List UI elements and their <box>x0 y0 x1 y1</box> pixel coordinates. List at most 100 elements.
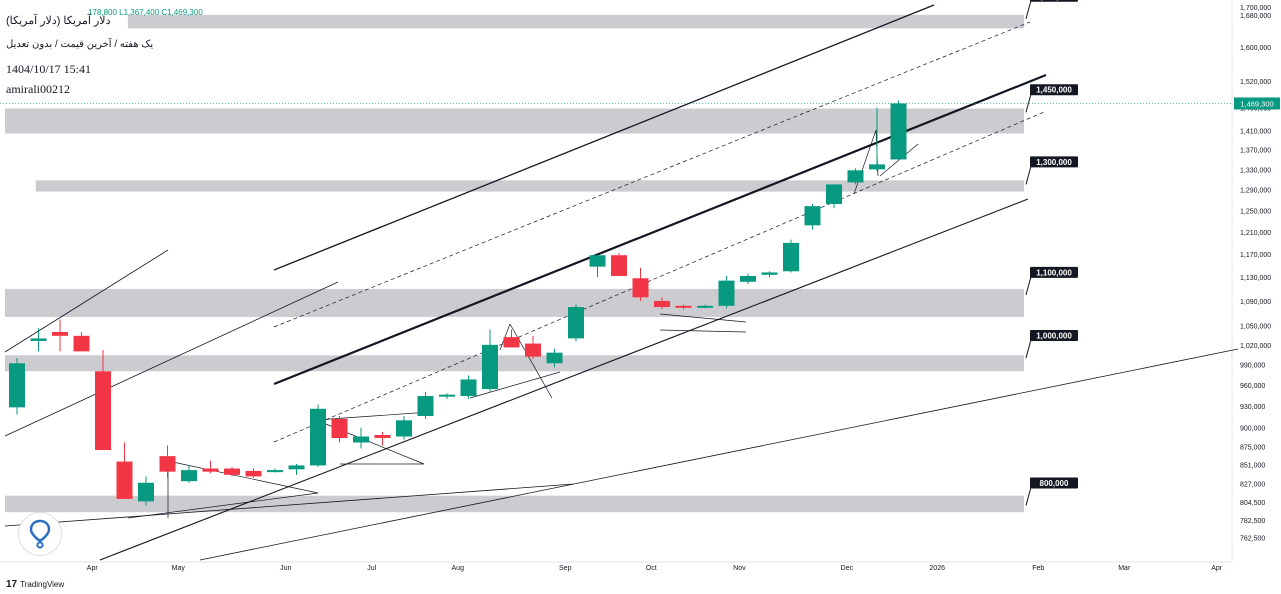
candle <box>52 319 68 352</box>
candle-body <box>654 300 670 308</box>
pattern-line <box>499 323 511 351</box>
candle-body <box>95 371 111 451</box>
candle <box>159 445 176 478</box>
y-tick-label: 782,500 <box>1240 518 1265 525</box>
pattern-line <box>659 329 747 333</box>
long-term-trendline <box>199 348 1239 561</box>
x-tick-label: Aug <box>452 565 465 572</box>
last-price-tag <box>1234 97 1280 110</box>
candle-body <box>310 408 326 466</box>
candle <box>783 239 799 273</box>
x-tick-label: Feb <box>1032 565 1044 572</box>
candle-body <box>697 305 713 308</box>
candle-body <box>826 184 842 205</box>
candle-body <box>783 242 799 272</box>
candle <box>310 404 326 467</box>
candle <box>546 348 563 368</box>
candle <box>869 107 885 172</box>
candle-body <box>288 465 305 470</box>
mid-dashed-line <box>273 111 1045 443</box>
candle-body <box>525 343 541 357</box>
candle <box>568 304 584 341</box>
x-tick-label: Jun <box>280 565 291 572</box>
candle-body <box>589 255 606 267</box>
candle <box>9 357 25 415</box>
level-zone <box>5 288 1024 317</box>
y-tick-label: 1,410,000 <box>1240 129 1271 136</box>
candle-body <box>52 331 68 336</box>
pattern-line <box>509 323 553 399</box>
level-zone <box>5 108 1024 134</box>
level-label-text: 1,000,000 <box>1036 331 1072 340</box>
candle <box>267 468 283 473</box>
candle-body <box>890 103 907 160</box>
x-tick-label: Oct <box>646 565 657 572</box>
candle-body <box>159 456 176 472</box>
level-label: 800,000 <box>1025 477 1078 506</box>
candle <box>353 427 369 449</box>
candle <box>761 271 778 278</box>
candle <box>224 466 240 477</box>
y-tick-label: 1,290,000 <box>1240 188 1271 195</box>
candle-body <box>374 435 391 438</box>
y-tick-label: 1,020,000 <box>1240 343 1271 350</box>
x-tick-label: Dec <box>841 565 854 572</box>
y-tick-label: 851,000 <box>1240 463 1265 470</box>
candle <box>804 204 821 230</box>
y-tick-label: 930,000 <box>1240 404 1265 411</box>
candle-body <box>30 338 47 341</box>
level-label-box <box>1030 477 1078 489</box>
level-label-box <box>1030 156 1078 168</box>
candle <box>847 168 864 185</box>
chart-subtitle: یک هفته / آخرین قیمت / بدون تعدیل <box>6 39 154 50</box>
candle-body <box>138 482 154 502</box>
x-tick-label: Apr <box>1211 565 1223 572</box>
candle <box>439 393 455 399</box>
level-label-text: 1,100,000 <box>1036 268 1072 277</box>
mid-channel-line <box>273 73 1047 386</box>
candle-body <box>396 420 412 437</box>
y-tick-label: 1,520,000 <box>1240 79 1271 86</box>
y-tick-label: 1,600,000 <box>1240 45 1271 52</box>
x-tick-label: Sep <box>559 565 572 572</box>
candle <box>697 304 713 309</box>
level-label: 1,100,000 <box>1025 266 1078 296</box>
y-tick-label: 960,000 <box>1240 383 1265 390</box>
candle <box>116 442 133 499</box>
candle-body <box>869 164 885 170</box>
candle <box>396 415 412 440</box>
pattern-line <box>853 129 877 195</box>
candle <box>202 460 219 474</box>
y-tick-label: 1,680,000 <box>1240 13 1271 20</box>
candle-body <box>9 363 25 408</box>
candle-body <box>73 335 90 352</box>
chart-date: 1404/10/17 15:41 <box>6 62 92 76</box>
symbol-title: دلار آمریکا (دلار آمریکا) <box>6 15 111 27</box>
last-price-label: 1,469,300 <box>1240 99 1273 108</box>
pattern-line <box>879 143 919 177</box>
candle <box>138 476 154 506</box>
level-leader-line <box>1025 0 1032 19</box>
candle-body <box>116 461 133 499</box>
candle <box>525 335 541 360</box>
y-tick-label: 1,090,000 <box>1240 299 1271 306</box>
candle-body <box>761 272 778 275</box>
y-tick-label: 1,700,000 <box>1240 5 1271 12</box>
y-tick-label: 762,500 <box>1240 535 1265 542</box>
y-tick-label: 1,250,000 <box>1240 208 1271 215</box>
level-label: 1,300,000 <box>1025 156 1078 185</box>
y-tick-label: 1,370,000 <box>1240 148 1271 155</box>
candle-body <box>181 470 197 482</box>
location-pin-icon[interactable] <box>18 512 62 556</box>
level-label-box <box>1030 84 1078 96</box>
candle <box>589 255 606 278</box>
candle-body <box>568 307 584 339</box>
pattern-line <box>469 371 561 399</box>
candle-body <box>460 379 477 397</box>
candle <box>460 375 477 399</box>
tradingview-logo[interactable]: 17 TradingView <box>6 579 64 590</box>
x-tick-label: Apr <box>87 565 99 572</box>
level-label-text: 1,300,000 <box>1036 158 1072 167</box>
y-tick-label: 990,000 <box>1240 363 1265 370</box>
